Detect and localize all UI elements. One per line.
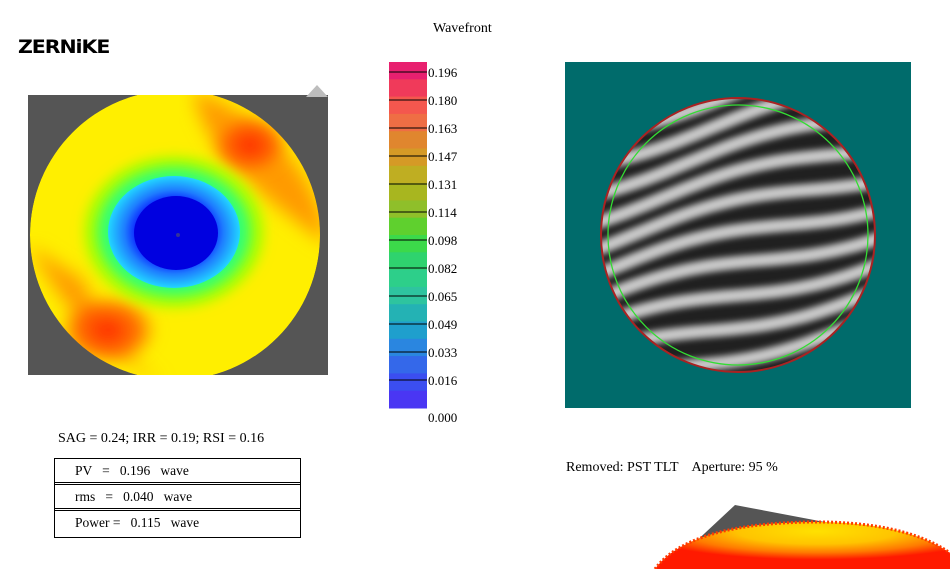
aperture-circle	[607, 104, 869, 366]
fringe-band	[601, 199, 875, 287]
metric-pv: PV = 0.196 wave	[55, 459, 300, 485]
legend-tick-label: 0.114	[428, 205, 457, 220]
fringe-band	[601, 251, 875, 337]
triangle-tab-icon[interactable]	[304, 84, 330, 98]
wavefront-3d-preview	[650, 505, 950, 569]
legend-swatch	[389, 321, 427, 340]
legend-tick-label: 0.000	[428, 410, 457, 425]
legend-tick-label: 0.065	[428, 289, 457, 304]
legend-swatch	[389, 113, 427, 132]
legend-tick-label: 0.033	[428, 345, 457, 360]
interferogram-image	[600, 97, 876, 373]
metrics-box: PV = 0.196 wave rms = 0.040 wave Power =…	[54, 458, 301, 538]
legend-swatch	[389, 165, 427, 184]
legend-tick-label: 0.082	[428, 261, 457, 276]
fringe-band	[601, 98, 875, 173]
legend-swatch	[389, 96, 427, 115]
removed-terms-text: Removed: PST TLT Aperture: 95 %	[566, 460, 778, 475]
legend-swatch	[389, 390, 427, 409]
legend-tick-label: 0.131	[428, 177, 457, 192]
legend-tick-label: 0.016	[428, 373, 458, 388]
legend-swatch	[389, 131, 427, 149]
statistics-text: SAG = 0.24; IRR = 0.19; RSI = 0.16	[58, 431, 265, 446]
legend-swatch	[389, 235, 427, 253]
wavefront-legend: 0.196 0.180 0.163 0.147 0.131 0.114 0.098 0.082…	[389, 58, 509, 428]
metric-power: Power = 0.115 wave	[75, 515, 200, 530]
legend-swatch	[389, 200, 427, 219]
wavefront-title: Wavefront	[433, 21, 492, 36]
fringe-band	[601, 171, 875, 261]
wavefront-map-panel[interactable]	[28, 95, 328, 375]
metric-rms: rms = 0.040 wave	[55, 485, 300, 511]
legend-tick-label: 0.049	[428, 317, 457, 332]
legend-swatch	[389, 79, 427, 98]
legend-tick-label: 0.180	[428, 93, 457, 108]
legend-swatch	[389, 269, 427, 288]
fringe-band	[601, 141, 875, 233]
wavefront-map	[30, 95, 320, 375]
legend-tick-label: 0.147	[428, 149, 458, 164]
legend-tick-label: 0.196	[428, 65, 458, 80]
legend-swatch	[389, 252, 427, 271]
legend-swatch	[389, 356, 427, 374]
legend-tick-label: 0.163	[428, 121, 457, 136]
legend-swatch	[389, 373, 427, 392]
legend-swatch	[389, 183, 427, 201]
legend-swatch	[389, 62, 427, 80]
fringe-band	[601, 226, 875, 312]
legend-swatch	[389, 217, 427, 236]
legend-tick-label: 0.098	[428, 233, 457, 248]
interferogram-panel[interactable]	[565, 62, 911, 408]
zernike-logo: ZERNiKE	[18, 36, 110, 58]
legend-swatch	[389, 148, 427, 167]
legend-swatch	[389, 304, 427, 322]
legend-swatch	[389, 338, 427, 357]
